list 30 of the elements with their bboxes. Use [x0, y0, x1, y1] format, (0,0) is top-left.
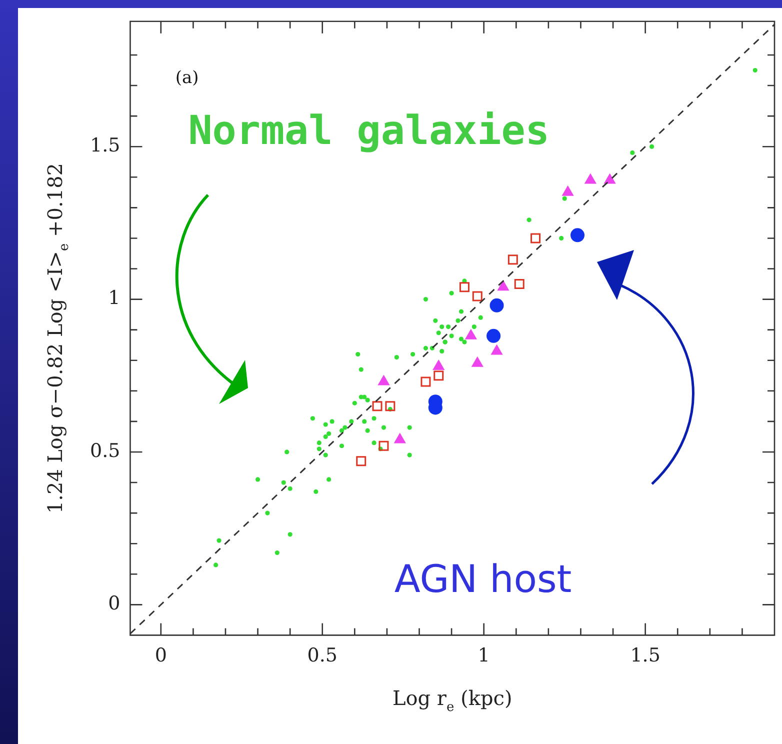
point	[372, 401, 382, 412]
point	[562, 185, 574, 196]
point	[514, 279, 524, 290]
point	[385, 401, 396, 412]
point	[530, 233, 541, 244]
point	[420, 376, 431, 387]
point	[570, 228, 584, 242]
annotation: (a)	[175, 68, 199, 88]
y-tick-label: 0	[108, 592, 120, 615]
x-tick-label: 1.5	[630, 644, 660, 667]
annotation: Normal galaxies	[188, 108, 550, 154]
point	[434, 370, 444, 381]
point	[378, 440, 389, 451]
point	[356, 456, 366, 466]
y-tick-label: 1.5	[90, 134, 120, 157]
x-tick-label: 0	[154, 644, 167, 667]
point	[508, 254, 518, 265]
point	[497, 280, 510, 291]
x-tick-label: 0.5	[307, 644, 338, 667]
point	[486, 328, 501, 343]
point	[604, 173, 616, 184]
y-tick-label: 0.5	[90, 440, 120, 462]
y-tick-label: 1	[108, 287, 120, 310]
annotation: AGN host	[394, 557, 572, 602]
point	[584, 173, 596, 184]
point	[490, 298, 504, 312]
y-axis-title: 1.24 Log σ−0.82 Log <I>e +0.182	[43, 162, 72, 514]
point	[472, 291, 482, 302]
point	[459, 282, 470, 292]
x-tick-label: 1	[478, 644, 490, 667]
